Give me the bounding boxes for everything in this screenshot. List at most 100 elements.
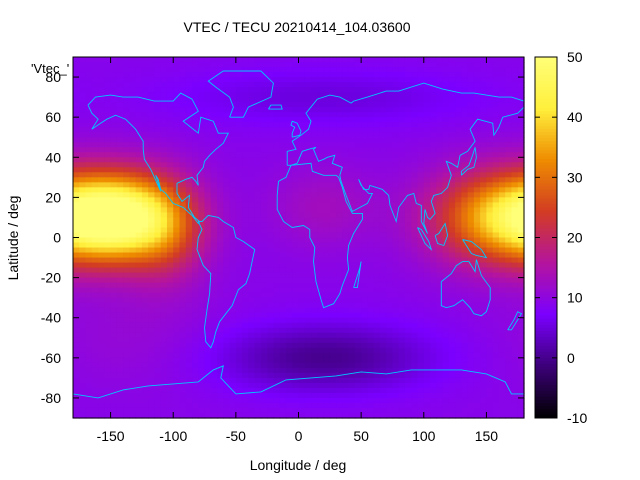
heatmap-cell <box>254 357 262 364</box>
heatmap-cell <box>223 87 231 93</box>
heatmap-cell <box>354 332 362 339</box>
heatmap-cell <box>373 222 381 229</box>
heatmap-cell <box>210 122 218 128</box>
heatmap-cell <box>185 182 193 188</box>
heatmap-cell <box>91 92 99 98</box>
heatmap-cell <box>511 172 519 178</box>
heatmap-cell <box>411 102 419 108</box>
heatmap-cell <box>204 237 212 244</box>
heatmap-cell <box>354 172 362 178</box>
heatmap-cell <box>173 137 181 143</box>
heatmap-cell <box>342 352 350 359</box>
heatmap-cell <box>73 232 80 239</box>
heatmap-cell <box>455 237 462 244</box>
heatmap-cell <box>129 177 137 183</box>
heatmap-cell <box>104 302 112 309</box>
heatmap-cell <box>173 237 181 244</box>
heatmap-cell <box>254 237 262 244</box>
heatmap-cell <box>404 62 412 68</box>
heatmap-cell <box>116 192 124 198</box>
heatmap-cell <box>317 287 325 294</box>
heatmap-cell <box>267 257 275 264</box>
heatmap-cell <box>185 122 193 128</box>
heatmap-cell <box>254 182 262 188</box>
heatmap-cell <box>486 92 494 98</box>
heatmap-cell <box>436 147 444 153</box>
heatmap-cell <box>317 177 325 183</box>
heatmap-cell <box>348 292 356 299</box>
heatmap-cell <box>79 347 87 354</box>
heatmap-cell <box>386 292 394 299</box>
heatmap-cell <box>235 302 243 309</box>
heatmap-cell <box>311 137 318 143</box>
heatmap-cell <box>317 152 325 158</box>
heatmap-cell <box>517 67 525 73</box>
heatmap-cell <box>98 132 105 138</box>
heatmap-cell <box>511 362 519 369</box>
heatmap-cell <box>354 247 362 254</box>
heatmap-cell <box>436 167 444 173</box>
heatmap-cell <box>116 137 124 143</box>
heatmap-cell <box>323 207 331 214</box>
heatmap-cell <box>192 322 199 329</box>
heatmap-cell <box>160 237 168 244</box>
heatmap-cell <box>480 337 488 344</box>
heatmap-cell <box>210 87 218 93</box>
heatmap-cell <box>185 362 193 369</box>
heatmap-cell <box>361 92 368 98</box>
heatmap-cell <box>411 152 419 158</box>
heatmap-cell <box>448 277 456 284</box>
heatmap-cell <box>73 192 80 198</box>
heatmap-cell <box>386 167 394 173</box>
heatmap-cell <box>85 172 93 178</box>
heatmap-cell <box>217 157 224 163</box>
heatmap-cell <box>304 187 312 193</box>
heatmap-cell <box>461 132 469 138</box>
heatmap-cell <box>242 372 249 379</box>
heatmap-cell <box>104 292 112 299</box>
heatmap-cell <box>129 302 137 309</box>
heatmap-cell <box>192 77 199 83</box>
heatmap-cell <box>267 347 275 354</box>
heatmap-cell <box>148 332 156 339</box>
heatmap-cell <box>279 122 287 128</box>
heatmap-cell <box>461 137 469 143</box>
heatmap-cell <box>323 152 331 158</box>
heatmap-cell <box>448 137 456 143</box>
heatmap-cell <box>486 172 494 178</box>
heatmap-cell <box>467 272 475 279</box>
heatmap-cell <box>160 212 168 219</box>
heatmap-cell <box>304 122 312 128</box>
heatmap-cell <box>373 297 381 304</box>
heatmap-cell <box>285 292 293 299</box>
heatmap-cell <box>254 207 262 214</box>
heatmap-cell <box>473 307 481 314</box>
heatmap-cell <box>448 397 456 404</box>
heatmap-cell <box>223 372 231 379</box>
heatmap-cell <box>229 147 237 153</box>
heatmap-cell <box>210 157 218 163</box>
heatmap-cell <box>461 287 469 294</box>
heatmap-cell <box>392 222 400 229</box>
heatmap-cell <box>104 97 112 103</box>
heatmap-cell <box>411 207 419 214</box>
heatmap-cell <box>430 267 437 274</box>
heatmap-cell <box>260 102 268 108</box>
heatmap-cell <box>129 172 137 178</box>
heatmap-cell <box>192 142 199 148</box>
heatmap-cell <box>141 292 149 299</box>
heatmap-cell <box>129 197 137 203</box>
heatmap-cell <box>304 212 312 219</box>
heatmap-cell <box>141 332 149 339</box>
heatmap-cell <box>517 347 525 354</box>
heatmap-cell <box>386 92 394 98</box>
heatmap-cell <box>411 217 419 224</box>
heatmap-cell <box>361 212 368 219</box>
heatmap-cell <box>473 112 481 118</box>
heatmap-cell <box>417 162 425 168</box>
heatmap-cell <box>423 117 431 123</box>
heatmap-cell <box>273 387 281 394</box>
heatmap-cell <box>492 352 500 359</box>
heatmap-cell <box>423 227 431 234</box>
heatmap-cell <box>298 287 306 294</box>
